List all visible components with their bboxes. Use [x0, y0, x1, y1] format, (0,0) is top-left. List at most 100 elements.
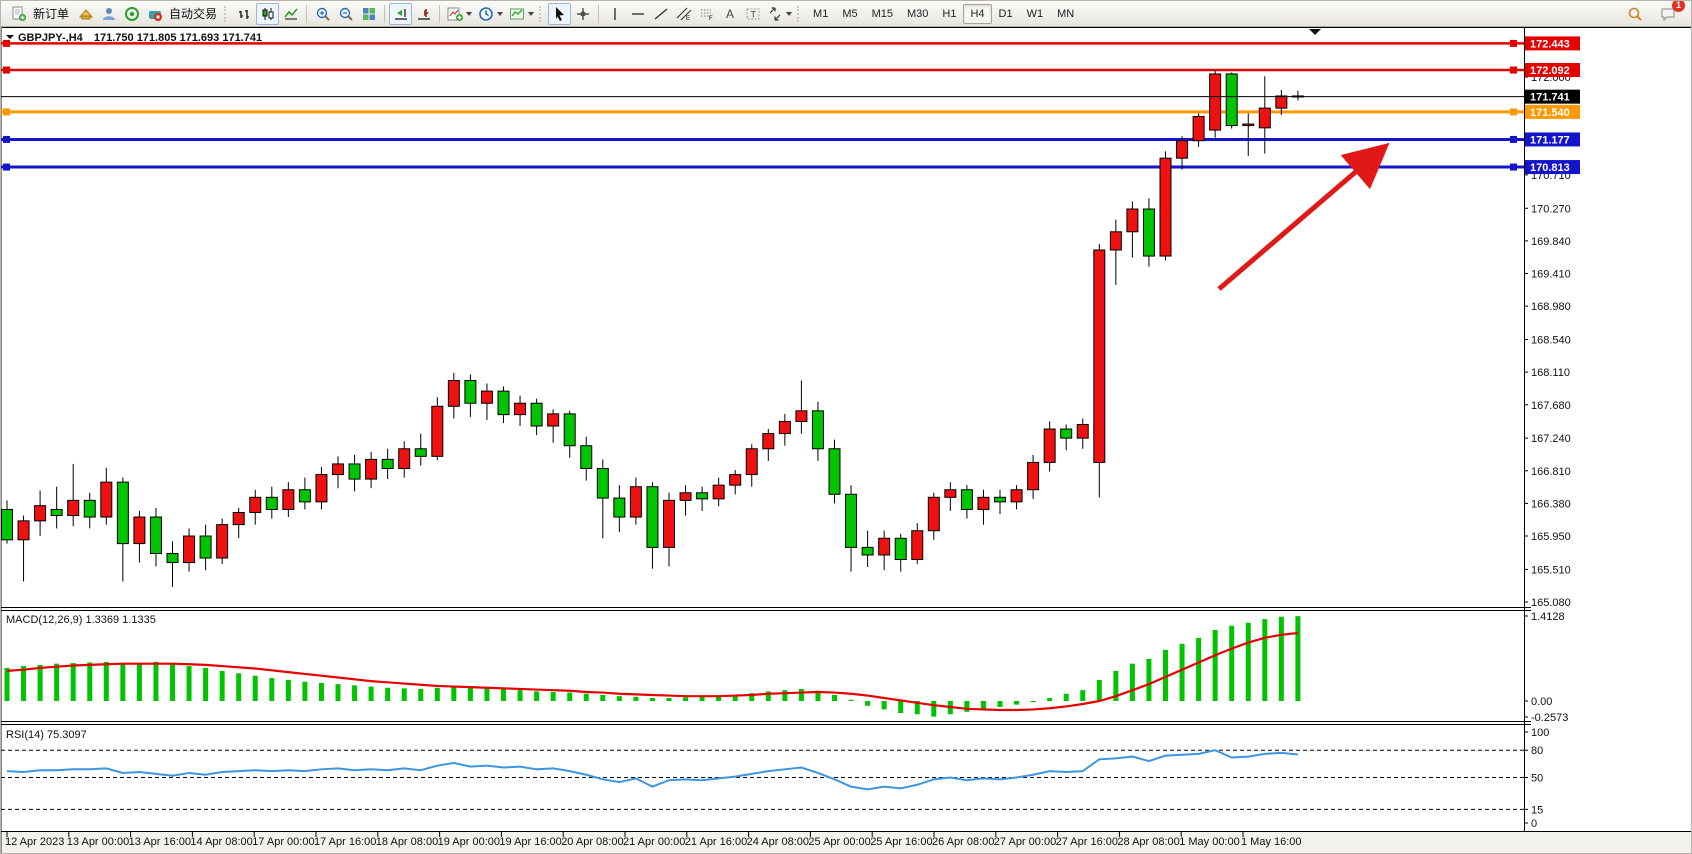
- timeframe-d1[interactable]: D1: [998, 7, 1013, 20]
- macd-axis-label: 1.4128: [1531, 611, 1565, 623]
- macd-histogram-bar: [898, 701, 904, 714]
- macd-histogram-bar: [37, 664, 43, 701]
- autotrading-label[interactable]: 自动交易: [169, 7, 218, 21]
- time-label: 1 May 16:00: [1241, 836, 1302, 848]
- candle: [348, 463, 361, 480]
- fibonacci-button[interactable]: F: [695, 3, 718, 25]
- navigator-button[interactable]: [97, 3, 120, 25]
- tile-windows-button[interactable]: [357, 3, 380, 25]
- terminal-button[interactable]: [120, 3, 143, 25]
- macd-histogram-bar: [1047, 697, 1053, 701]
- market-watch-button[interactable]: [74, 3, 97, 25]
- bar-chart-icon: [238, 9, 249, 19]
- price-tick-label: 167.240: [1531, 433, 1571, 445]
- price-tick-label: 165.080: [1531, 597, 1571, 609]
- search-button[interactable]: [1623, 3, 1646, 25]
- timeframe-w1[interactable]: W1: [1026, 7, 1044, 20]
- candle: [960, 489, 973, 510]
- candle: [17, 520, 30, 541]
- candle: [34, 505, 47, 522]
- time-label: 18 Apr 08:00: [376, 836, 438, 848]
- macd-histogram-bar: [21, 666, 27, 701]
- equidistant-channel-icon: E: [676, 7, 691, 22]
- candle: [828, 448, 841, 495]
- trend-arrow-annotation[interactable]: [1217, 142, 1390, 291]
- candle: [629, 486, 642, 518]
- bar-chart-button[interactable]: [233, 3, 256, 25]
- time-label: 13 Apr 00:00: [67, 836, 129, 848]
- templates-button[interactable]: [506, 3, 537, 25]
- candle: [1142, 208, 1155, 257]
- candle: [580, 445, 593, 469]
- zoom-in-button[interactable]: [311, 3, 334, 25]
- line-handle[interactable]: [3, 135, 10, 143]
- equidistant-channel-button[interactable]: E: [672, 3, 695, 25]
- timeframe-m1[interactable]: M1: [813, 7, 829, 20]
- macd-histogram-bar: [1014, 701, 1020, 705]
- autotrading-button[interactable]: [143, 3, 166, 25]
- trendline-button[interactable]: [649, 3, 672, 25]
- notifications-button[interactable]: 1: [1656, 1, 1685, 25]
- line-handle[interactable]: [3, 66, 10, 74]
- line-handle[interactable]: [1510, 108, 1517, 116]
- time-label: 28 Apr 08:00: [1117, 836, 1179, 848]
- macd-histogram-bar: [964, 701, 970, 712]
- new-order-button[interactable]: [7, 3, 30, 25]
- line-handle[interactable]: [3, 108, 10, 116]
- timeframe-h4[interactable]: H4: [963, 3, 992, 24]
- candle: [1027, 461, 1040, 491]
- macd-histogram-bar: [401, 688, 407, 701]
- indicators-button[interactable]: [444, 3, 475, 25]
- line-handle[interactable]: [3, 39, 10, 47]
- timeframe-m30[interactable]: M30: [907, 7, 929, 20]
- line-handle[interactable]: [1510, 163, 1517, 171]
- chart-background: [1, 27, 1691, 853]
- crosshair-button[interactable]: [571, 3, 594, 25]
- arrows-button[interactable]: [764, 3, 795, 25]
- price-tick-label: 168.110: [1531, 367, 1570, 379]
- horizontal-line-button[interactable]: [626, 3, 649, 25]
- symbol-dropdown-icon[interactable]: [6, 35, 14, 39]
- time-axis-strip: [1, 831, 1691, 853]
- new-order-label[interactable]: 新订单: [33, 7, 70, 21]
- timeframe-m15[interactable]: M15: [871, 7, 893, 20]
- line-chart-button[interactable]: [279, 3, 302, 25]
- candle: [745, 448, 758, 476]
- candle: [1242, 123, 1255, 127]
- vertical-line-button[interactable]: [603, 3, 626, 25]
- toolbar-separator: [384, 4, 386, 23]
- candle: [282, 489, 295, 510]
- chart-shift-button[interactable]: [412, 3, 435, 25]
- periods-button[interactable]: [475, 3, 506, 25]
- price-badge: [1525, 63, 1580, 78]
- macd-histogram-bar: [368, 686, 374, 701]
- price-badge-label: 172.443: [1530, 38, 1570, 50]
- line-handle[interactable]: [1510, 135, 1517, 143]
- candle: [249, 496, 262, 513]
- svg-text:F: F: [709, 16, 713, 22]
- candlestick-chart-button[interactable]: [256, 2, 280, 25]
- line-handle[interactable]: [3, 163, 10, 171]
- text-label-button[interactable]: T: [741, 3, 764, 25]
- timeframe-m5[interactable]: M5: [842, 7, 858, 20]
- price-badge: [1525, 132, 1580, 147]
- time-label: 26 Apr 08:00: [932, 836, 994, 848]
- macd-histogram-bar: [550, 691, 556, 701]
- auto-scroll-button[interactable]: [389, 2, 413, 25]
- toolbar: 新订单 自动交易: [1, 1, 1691, 27]
- timeframe-h1[interactable]: H1: [942, 7, 957, 20]
- periods-caret-icon: [497, 11, 504, 16]
- macd-histogram-bar: [501, 688, 506, 701]
- price-tick-label: 170.270: [1531, 203, 1571, 215]
- timeframe-mn[interactable]: MN: [1057, 7, 1075, 20]
- chart-area[interactable]: GBPJPY-,H4 171.750 171.805 171.693 171.7…: [1, 27, 1691, 853]
- zoom-out-button[interactable]: [334, 3, 357, 25]
- text-button[interactable]: A: [718, 3, 741, 25]
- line-handle[interactable]: [1510, 39, 1517, 47]
- cursor-button[interactable]: [548, 2, 572, 25]
- macd-histogram-bar: [269, 678, 275, 701]
- toolbar-separator: [598, 4, 600, 23]
- line-handle[interactable]: [1510, 66, 1517, 74]
- candle: [878, 537, 891, 556]
- macd-histogram-bar: [749, 693, 755, 701]
